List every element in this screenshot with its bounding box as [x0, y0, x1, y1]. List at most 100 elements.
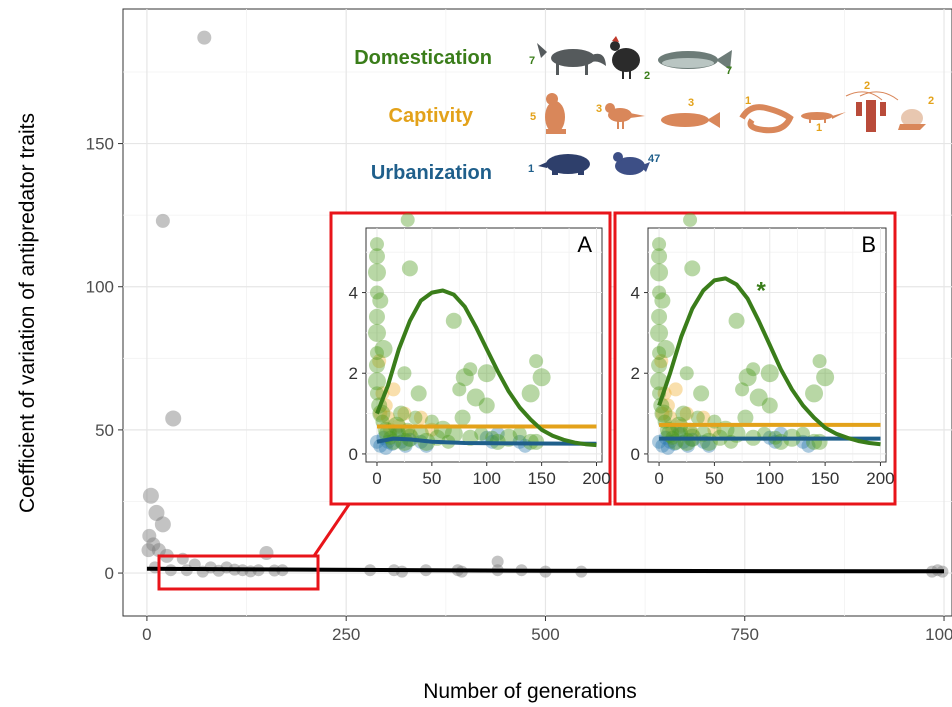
inset-y-tick-label: 0: [349, 445, 358, 464]
inset-point-domestication: [650, 372, 669, 391]
inset-point-domestication: [761, 397, 778, 414]
inset-point-domestication: [445, 312, 462, 329]
inset-point-domestication: [728, 312, 745, 329]
inset-point-domestication: [452, 382, 467, 397]
inset-y-tick-label: 2: [631, 364, 640, 383]
legend-label-domestication: Domestication: [354, 47, 492, 69]
inset-point-urbanization: [701, 438, 716, 453]
fish-icon: [658, 50, 732, 70]
inset-curve-urbanization: [376, 436, 597, 446]
inset-point-domestication: [532, 368, 551, 387]
inset-point-domestication: [369, 386, 384, 401]
crayfish-icon: [845, 91, 899, 132]
inset-point-domestication: [521, 384, 540, 403]
inset-point-domestication: [410, 385, 427, 402]
inset-x-tick-label: 100: [756, 469, 784, 488]
y-axis-title: Coefficient of variation of antipredator…: [16, 113, 39, 513]
inset-point-domestication: [412, 425, 429, 442]
inset-x-tick-label: 50: [422, 469, 441, 488]
snail-icon: [898, 109, 926, 130]
inset-point-domestication: [466, 388, 485, 407]
inset-point-domestication: [393, 405, 410, 422]
x-tick-label: 250: [332, 625, 360, 644]
snake-icon: [739, 104, 794, 134]
inset-a: 0 50 100 150 200 0 2 4 A: [349, 212, 611, 488]
inset-b: 0 50 100 150 200 0 2 4 B *: [631, 212, 895, 488]
inset-point-captivity: [679, 406, 694, 421]
inset-point-domestication: [529, 354, 544, 369]
data-point: [491, 555, 504, 568]
inset-point-captivity: [696, 410, 711, 425]
inset-point-urbanization: [655, 438, 670, 453]
zoom-box: [157, 554, 320, 591]
inset-x-tick-label: 150: [527, 469, 555, 488]
data-point: [154, 516, 171, 533]
data-point: [259, 546, 274, 561]
inset-point-domestication: [654, 292, 671, 309]
y-tick-label: 0: [105, 564, 114, 583]
main-trend-line: [146, 566, 945, 574]
y-tick-label: 150: [86, 135, 114, 154]
x-axis-title: Number of generations: [423, 680, 637, 703]
data-point: [142, 528, 157, 543]
x-tick-label: 500: [531, 625, 559, 644]
salmon-count: 3: [688, 97, 694, 109]
inset-y-tick-label: 4: [349, 284, 358, 303]
inset-point-domestication: [369, 237, 384, 252]
inset-point-domestication: [805, 384, 824, 403]
data-point: [155, 213, 170, 228]
fox-icon: [537, 43, 606, 75]
inset-point-captivity: [660, 398, 675, 413]
inset-point-domestication: [690, 410, 705, 425]
inset-point-domestication: [369, 285, 384, 300]
inset-point-domestication: [400, 212, 415, 227]
x-tick-label: 0: [142, 625, 151, 644]
inset-point-captivity: [380, 410, 395, 425]
inset-point-domestication: [478, 397, 495, 414]
inset-point-domestication: [477, 364, 496, 383]
inset-point-domestication: [372, 292, 389, 309]
inset-point-domestication: [683, 212, 698, 227]
inset-panel-label: A: [577, 232, 592, 257]
inset-point-domestication: [652, 237, 667, 252]
data-point: [141, 543, 156, 558]
inset-point-domestication: [369, 346, 384, 361]
inset-x-tick-label: 200: [866, 469, 894, 488]
inset-point-domestication: [760, 364, 779, 383]
inset-point-urbanization: [680, 438, 695, 453]
inset-y-tick-label: 0: [631, 445, 640, 464]
chicken-icon: [610, 36, 640, 79]
inset-point-captivity: [654, 354, 669, 369]
inset-point-domestication: [651, 357, 668, 374]
inset-point-captivity: [668, 382, 683, 397]
inset-point-domestication: [746, 362, 761, 377]
inset-point-domestication: [401, 260, 418, 277]
inset-point-domestication: [738, 368, 757, 387]
pigeon-icon: [613, 152, 650, 175]
snail-count: 2: [928, 95, 934, 107]
inset-point-domestication: [811, 433, 828, 450]
inset-point-captivity: [413, 410, 428, 425]
data-point: [142, 487, 159, 504]
inset-point-domestication: [368, 248, 385, 265]
inset-y-tick-label: 4: [631, 284, 640, 303]
inset-point-domestication: [397, 366, 412, 381]
legend-label-captivity: Captivity: [389, 105, 474, 127]
inset-point-domestication: [654, 404, 673, 423]
salamander-icon: [801, 112, 846, 123]
inset-y-tick-label: 2: [349, 364, 358, 383]
y-tick-label: 50: [95, 421, 114, 440]
inset-point-domestication: [367, 323, 386, 342]
inset-point-domestication: [656, 340, 675, 359]
crayfish-count: 2: [864, 80, 870, 92]
inset-curve-domestication: [375, 288, 597, 448]
inset-point-captivity: [372, 354, 387, 369]
inset-point-captivity: [386, 382, 401, 397]
pigeon-count: 47: [648, 153, 660, 165]
marmot-icon: [545, 93, 566, 134]
inset-point-domestication: [651, 248, 668, 265]
legend-label-urbanization: Urbanization: [371, 162, 492, 184]
inset-point-domestication: [737, 409, 754, 426]
inset-point-domestication: [512, 426, 527, 441]
